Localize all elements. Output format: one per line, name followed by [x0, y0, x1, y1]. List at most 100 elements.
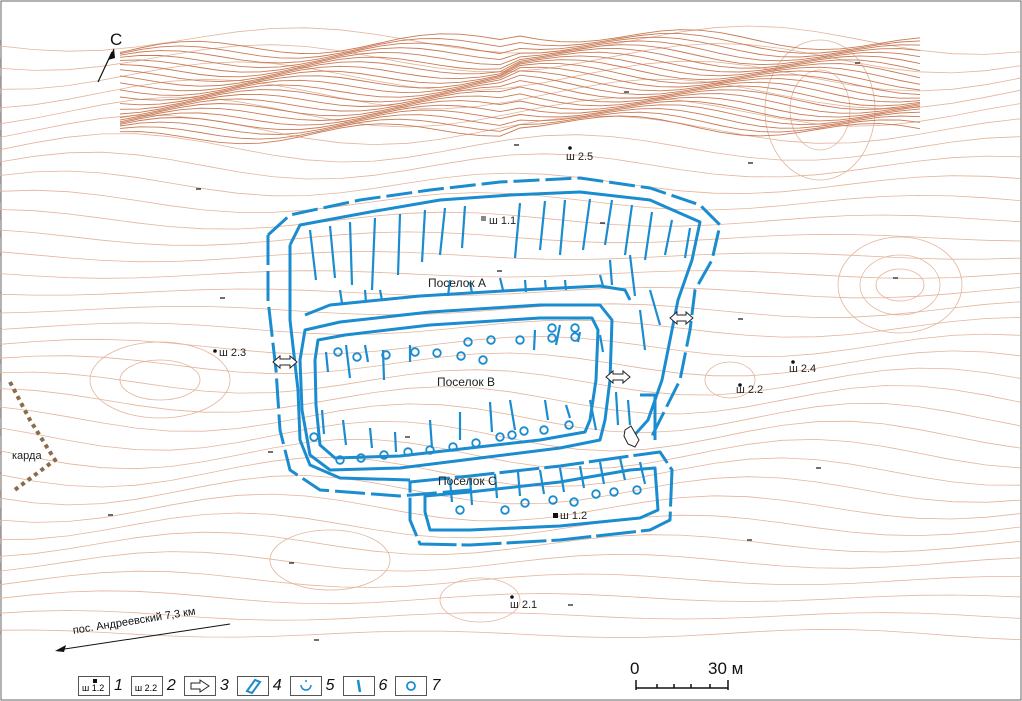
- pit-arc-icon: [299, 680, 312, 691]
- ridge-contour: [119, 29, 921, 54]
- house-pit-tick: [532, 329, 537, 351]
- house-pit-tick: [393, 431, 398, 453]
- circle-pit: [425, 445, 435, 455]
- gate-arrow-b: [605, 369, 631, 385]
- house-pit-tick: [368, 427, 374, 449]
- house-pit-tick: [344, 344, 352, 379]
- house-pit-tick: [498, 277, 505, 291]
- house-pit-tick: [563, 279, 568, 291]
- legend-num-5: 5: [325, 677, 335, 694]
- circle-pit: [500, 505, 510, 515]
- gate-arrow-icon: [190, 679, 210, 693]
- contour-line: [0, 189, 1021, 213]
- contour-loop: [789, 69, 851, 151]
- legend-box-6: [342, 676, 375, 696]
- legend-num-4: 4: [272, 677, 282, 694]
- house-pit-tick: [308, 229, 318, 281]
- house-pit-tick: [538, 469, 546, 495]
- gate-arrow-east: [669, 310, 694, 326]
- circle-pit: [539, 425, 549, 435]
- house-pit-tick: [588, 399, 598, 431]
- house-pit-tick: [628, 254, 637, 297]
- house-pit-tick: [543, 279, 548, 291]
- house-pit-tick: [638, 309, 647, 351]
- contour-line: [0, 301, 1021, 318]
- house-pit-tick: [516, 471, 522, 497]
- ridge-contour: [119, 86, 921, 119]
- contour-line: [0, 610, 1021, 621]
- scale-end-label: 30 м: [708, 659, 744, 678]
- contour-line: [0, 590, 1021, 605]
- circle-pit: [520, 498, 530, 508]
- house-pit-tick: [448, 479, 454, 503]
- contour-line: [0, 333, 1021, 358]
- circle-pit: [333, 347, 343, 357]
- circle-pit: [356, 453, 366, 463]
- ridge-contour: [119, 93, 921, 121]
- contour-line: [0, 270, 1021, 279]
- circle-pit: [448, 442, 458, 452]
- contour-loop: [269, 529, 391, 591]
- house-pit-tick: [554, 324, 562, 346]
- legend-box-2: ш 2.2: [130, 676, 163, 696]
- contour-line: [0, 350, 1021, 377]
- house-pit-tick: [348, 221, 354, 286]
- circle-pit: [379, 450, 389, 460]
- legend-item1-text: ш 1.2: [82, 683, 105, 693]
- legend-box-4: [236, 676, 269, 696]
- ridge-contour: [119, 80, 921, 115]
- circle-pit: [570, 323, 580, 333]
- circle-pit: [309, 432, 319, 442]
- pit-label-1-2: ш 1.2: [560, 510, 588, 522]
- ridge-contour: [119, 104, 921, 131]
- pit-circles: [309, 323, 642, 515]
- circle-pit: [403, 447, 413, 457]
- contour-line: [0, 114, 1021, 146]
- house-pit-tick: [648, 289, 662, 326]
- ridge-contour: [119, 59, 921, 92]
- contour-loop: [704, 361, 756, 399]
- house-pit-tick: [438, 207, 447, 256]
- inner-wall-a: [288, 190, 702, 442]
- house-pit-tick: [328, 225, 337, 279]
- circle-pit: [463, 337, 473, 347]
- pit-label-2-2: ш 2.2: [736, 384, 764, 396]
- ridge-contour: [119, 48, 921, 78]
- house-pit-tick: [523, 279, 528, 293]
- ridge-contour: [119, 63, 921, 96]
- house-pit-tick: [608, 259, 614, 286]
- legend-num-7: 7: [431, 677, 441, 694]
- contour-line: [0, 60, 1021, 92]
- house-pit-tick: [598, 274, 605, 287]
- house-pit-tick: [618, 457, 627, 481]
- contour-line: [0, 456, 1021, 488]
- circle-pit: [515, 335, 525, 345]
- house-pit-tick: [543, 399, 550, 421]
- house-pit-tick: [538, 200, 547, 251]
- contour-line: [0, 420, 1021, 452]
- contour-line: [0, 475, 1021, 506]
- wall-a-south: [304, 284, 632, 317]
- circle-pit: [495, 432, 505, 442]
- contour-line: [0, 25, 1021, 55]
- house-pit-tick: [378, 289, 384, 301]
- house-pit-tick: [363, 344, 370, 363]
- house-pit-tick: [341, 419, 348, 446]
- house-pit-tick: [683, 227, 692, 259]
- circle-pit: [456, 351, 466, 361]
- house-pit-tick: [428, 419, 434, 449]
- contour-lines: [0, 25, 1021, 641]
- house-pit-tick: [598, 334, 605, 353]
- legend-box-1: ш 1.2: [78, 676, 110, 696]
- ridge-contour: [119, 44, 921, 73]
- north-label: С: [110, 30, 123, 49]
- ridge-contour: [119, 108, 921, 135]
- contour-loop: [89, 341, 231, 419]
- house-pit-tick: [623, 204, 634, 256]
- contour-line: [0, 317, 1021, 338]
- house-pit-tick: [638, 461, 647, 485]
- wall-c-east: [640, 393, 657, 440]
- contour-line: [0, 385, 1021, 415]
- contour-line: [0, 78, 1021, 110]
